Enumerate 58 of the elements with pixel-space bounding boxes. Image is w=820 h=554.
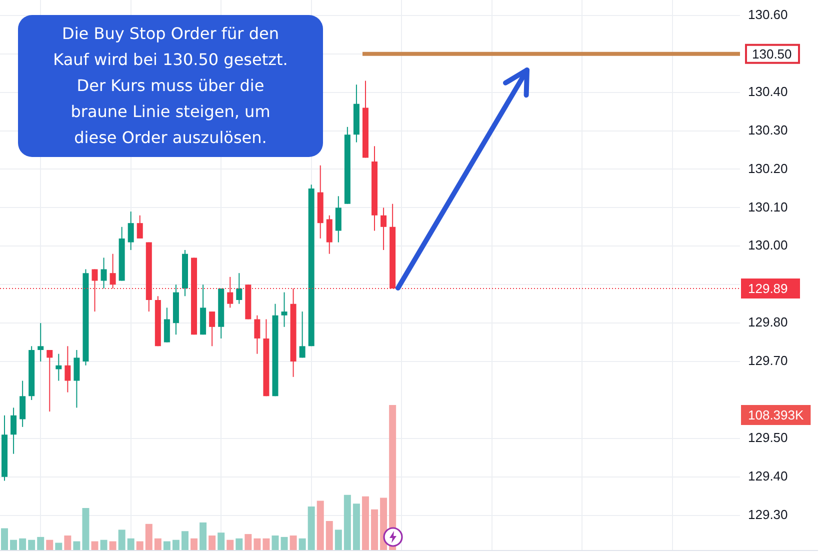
text: 108.393K — [748, 408, 804, 423]
y-tick-label: 130.60 — [748, 6, 788, 22]
bar — [334, 530, 342, 550]
y-tick-label: 130.30 — [748, 122, 788, 138]
y-tick-label: 129.80 — [748, 314, 788, 330]
bar — [272, 536, 279, 550]
bar — [218, 532, 225, 550]
bar — [163, 541, 170, 550]
bar — [254, 538, 261, 550]
bar — [136, 541, 144, 550]
bar — [109, 541, 116, 550]
y-tick-label: 129.40 — [748, 468, 788, 484]
y-tick-label: 129.70 — [748, 353, 788, 368]
bar — [10, 540, 18, 550]
bar — [362, 496, 369, 550]
y-tick-label: 130.00 — [748, 238, 788, 253]
bar — [100, 540, 108, 550]
bar — [55, 542, 62, 550]
bar — [371, 509, 378, 550]
y-tick-label: 129.30 — [748, 506, 788, 522]
bar — [1, 528, 8, 550]
bar — [82, 508, 90, 550]
bar — [280, 536, 288, 550]
bar — [326, 521, 333, 550]
bar — [200, 522, 207, 550]
bar — [308, 506, 315, 550]
bar — [154, 538, 162, 550]
bar — [262, 538, 270, 550]
bar — [344, 494, 351, 550]
candlestick — [38, 323, 44, 362]
ref-line-label: 130.50 — [752, 46, 792, 62]
bar — [118, 530, 126, 550]
bar — [28, 540, 36, 550]
bar — [73, 541, 80, 550]
annotation: Die Buy Stop Order für den Kauf wird bei 130.50 gesetzt. Der Kurs muss über die braune Linie steigen, um diese Order auszulösen. — [52, 23, 289, 149]
y-tick-label: 130.10 — [748, 199, 788, 214]
bar — [182, 531, 188, 550]
bar — [352, 504, 360, 550]
y-tick-label: 130.20 — [748, 160, 788, 176]
bar — [208, 536, 216, 550]
y-tick-label: 129.50 — [748, 430, 788, 446]
bar — [190, 538, 198, 550]
bar — [37, 536, 44, 550]
ref-line-label: 129.89 — [748, 281, 788, 296]
bar — [226, 540, 234, 550]
bar — [91, 541, 98, 550]
y-tick-label: 130.40 — [748, 84, 788, 99]
bar — [236, 538, 243, 550]
bar — [290, 536, 297, 550]
bar — [64, 536, 72, 550]
bar — [244, 534, 252, 550]
bar — [127, 538, 134, 550]
bar — [19, 538, 26, 550]
bar — [316, 500, 324, 550]
bar — [46, 540, 54, 550]
bar — [172, 540, 180, 550]
bar — [145, 524, 152, 550]
bar — [298, 538, 306, 550]
